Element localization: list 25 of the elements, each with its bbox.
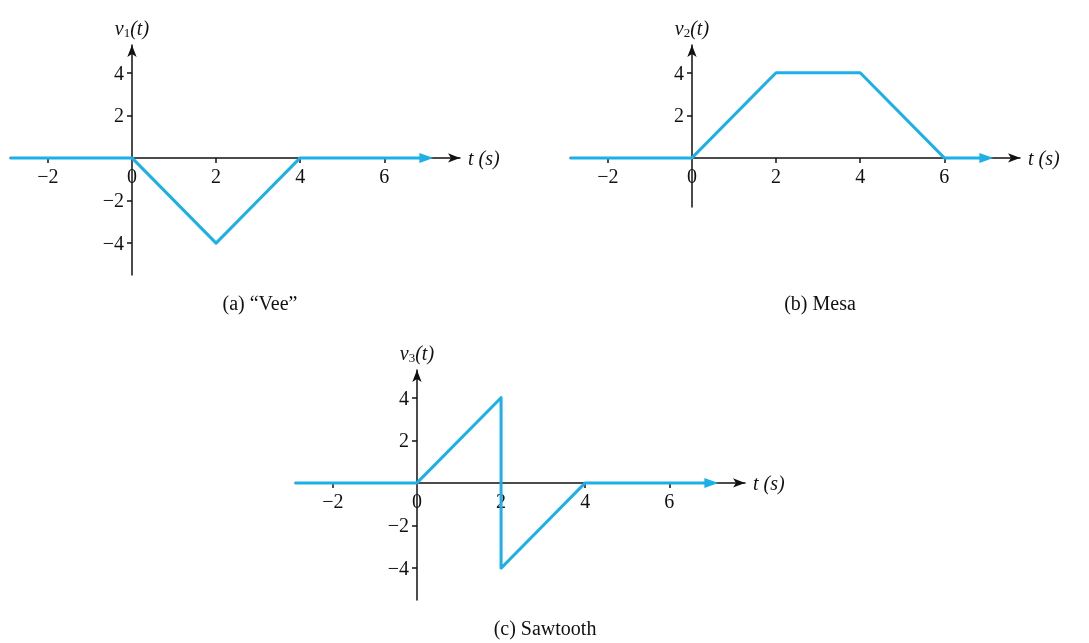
- y-tick-label: 2: [398, 429, 409, 452]
- x-tick-label: 4: [295, 164, 306, 187]
- text: (a) “Vee”: [222, 292, 298, 315]
- text: (c) Sawtooth: [493, 617, 597, 640]
- x-tick-label: 6: [379, 164, 390, 187]
- x-tick-label: −2: [37, 164, 59, 187]
- x-tick-label: 2: [771, 164, 782, 187]
- y-tick-label: −4: [102, 232, 124, 255]
- x-tick-label: −2: [597, 164, 619, 187]
- x-tick-label: 4: [580, 489, 591, 512]
- y-tick-label: −2: [102, 189, 124, 212]
- x-tick-label: 6: [939, 164, 950, 187]
- text: (b) Mesa: [784, 292, 856, 315]
- x-axis-title: t (s): [468, 146, 500, 170]
- y-tick-label: −2: [387, 514, 409, 537]
- x-tick-label: 4: [855, 164, 866, 187]
- y-tick-label: −4: [387, 557, 409, 580]
- x-tick-label: 2: [211, 164, 222, 187]
- x-tick-label: −2: [322, 489, 344, 512]
- x-axis-title: t (s): [753, 471, 785, 495]
- x-axis-title: t (s): [1028, 146, 1060, 170]
- y-tick-label: 2: [113, 104, 124, 127]
- y-tick-label: 4: [113, 61, 124, 84]
- y-tick-label: 4: [398, 386, 409, 409]
- x-tick-label: 6: [664, 489, 675, 512]
